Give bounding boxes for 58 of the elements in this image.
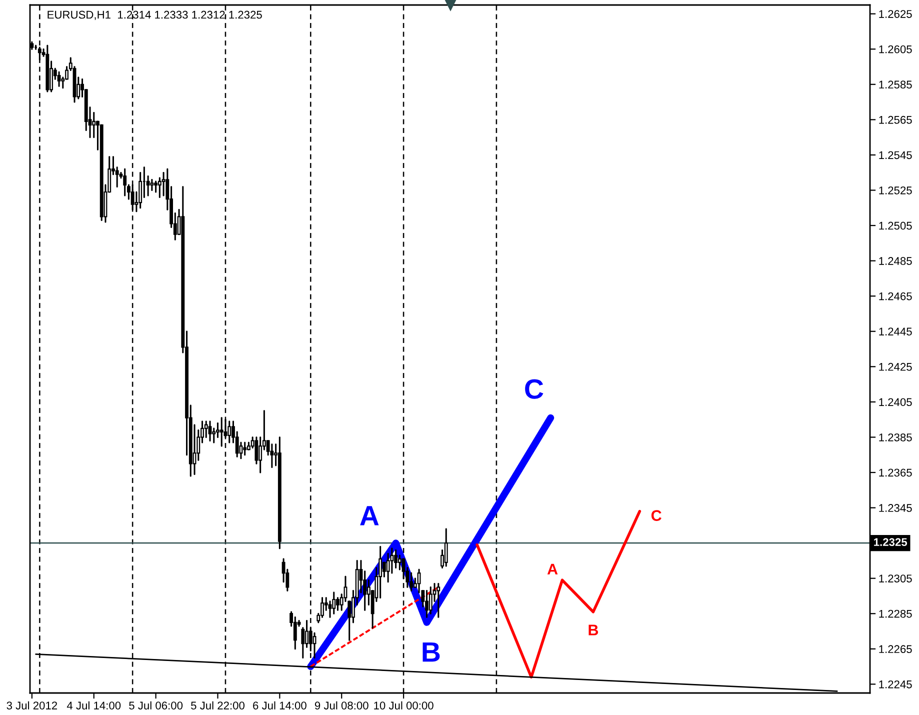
y-tick-label: 1.2245 <box>879 680 912 688</box>
x-tick-label: 3 Jul 2012 <box>6 701 58 710</box>
y-tick-label: 1.2565 <box>879 116 912 124</box>
annotation: C <box>651 510 662 521</box>
candlestick <box>208 420 212 442</box>
candlestick <box>162 172 166 196</box>
candlestick <box>444 528 448 567</box>
annotation: A <box>360 506 379 526</box>
candlestick <box>425 590 428 618</box>
candlestick <box>378 546 382 599</box>
annotation: A <box>547 564 558 574</box>
y-tick-label: 1.2545 <box>879 151 912 160</box>
candlestick <box>123 168 127 196</box>
candlestick <box>382 562 386 578</box>
line-series <box>476 510 642 679</box>
y-tick-label: 1.2625 <box>879 10 912 18</box>
x-tick-label: 9 Jul 08:00 <box>314 701 368 710</box>
candlestick <box>428 586 432 614</box>
candlestick <box>305 620 308 648</box>
y-tick-label: 1.2505 <box>879 222 912 230</box>
y-tick-label: 1.2405 <box>879 398 912 406</box>
candlestick <box>336 596 340 611</box>
candlestick <box>398 554 402 570</box>
candlestick <box>332 592 336 614</box>
candlestick <box>154 180 158 193</box>
chart-title: EURUSD,H1 1.2314 1.2333 1.2312 1.2325 <box>48 10 262 20</box>
y-tick-label: 1.2605 <box>879 45 912 54</box>
y-tick-label: 1.2345 <box>879 504 912 512</box>
y-tick-label: 1.2445 <box>879 328 912 336</box>
y-tick-label: 1.2425 <box>879 362 912 371</box>
y-tick-label: 1.2465 <box>879 292 912 300</box>
candlestick <box>436 582 440 618</box>
candlestick <box>228 420 232 444</box>
annotation: B <box>588 624 598 636</box>
candlestick <box>57 71 61 87</box>
y-tick-label: 1.2585 <box>879 80 912 89</box>
candlestick <box>270 443 274 468</box>
annotation: B <box>422 642 440 662</box>
x-tick-label: 6 Jul 14:00 <box>253 701 306 710</box>
y-tick-label: 1.2485 <box>879 257 912 265</box>
y-tick-label: 1.2385 <box>879 433 912 442</box>
x-tick-label: 5 Jul 22:00 <box>191 701 244 710</box>
candlestick <box>328 600 332 618</box>
annotation: C <box>525 379 544 399</box>
candlestick <box>92 112 96 138</box>
candlestick <box>312 632 316 658</box>
x-tick-label: 10 Jul 00:00 <box>374 701 434 710</box>
x-tick-label: 4 Jul 14:00 <box>66 701 121 710</box>
y-tick-label: 1.2365 <box>879 468 912 477</box>
y-tick-label: 1.2285 <box>879 610 912 618</box>
y-tick-label: 1.2525 <box>879 186 912 194</box>
y-tick-label: 1.2305 <box>879 574 912 582</box>
candlestick <box>150 178 154 191</box>
candlestick <box>220 417 224 447</box>
y-tick-label: 1.2265 <box>879 645 912 654</box>
candlestick <box>243 442 247 456</box>
ref-line-label: 1.2325 <box>874 538 908 546</box>
x-tick-label: 5 Jul 06:00 <box>129 701 183 710</box>
